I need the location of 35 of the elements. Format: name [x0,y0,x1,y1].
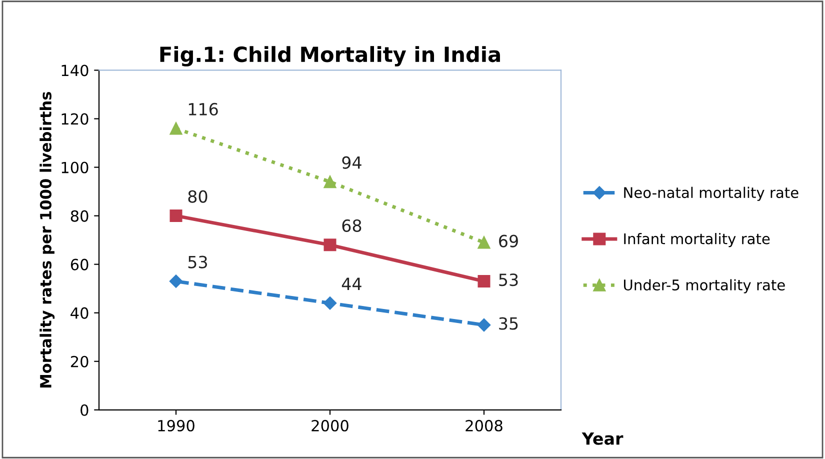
x-tick-label: 2008 [466,420,502,432]
data-label: 69 [499,234,518,248]
point [323,296,337,310]
y-tick-label: 120 [62,113,88,125]
x-tick-label: 2000 [312,420,348,432]
point [324,238,336,252]
point [478,275,490,288]
point [169,274,183,288]
y-tick-label: 0 [80,404,88,416]
point [477,318,491,332]
data-label: 44 [342,278,362,290]
y-tick-label: 20 [70,356,88,368]
data-label: 80 [188,190,208,203]
x-tick-label: 1990 [158,420,194,432]
y-tick-label: 40 [70,307,88,319]
y-tick-label: 140 [62,64,88,76]
point [170,122,182,135]
x-axis-title: Year [582,432,624,445]
data-label: 68 [342,219,362,232]
data-label: 53 [499,274,518,286]
data-label: 116 [188,102,218,116]
data-label: 35 [499,317,518,330]
y-tick-label: 80 [70,210,88,222]
data-label: 94 [342,156,362,169]
y-axis-title: Mortality rates per 1000 livebirths [40,92,55,388]
point [478,236,490,249]
y-tick-label: 100 [62,162,88,174]
data-label: 53 [188,256,207,268]
legend-label: Under-5 mortality rate [624,279,785,294]
y-tick-label: 60 [70,258,88,270]
chart-title: Fig.1: Child Mortality in India [160,46,500,66]
legend-label: Infant mortality rate [624,233,770,248]
point [170,210,182,222]
legend-label: Neo-natal mortality rate [624,186,798,201]
point [324,176,336,188]
